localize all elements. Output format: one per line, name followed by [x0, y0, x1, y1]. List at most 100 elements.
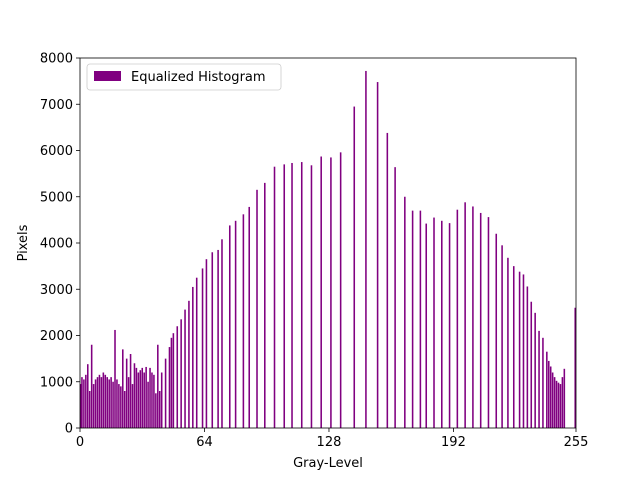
bar-gray-25 — [127, 377, 130, 429]
bar-gray-60 — [195, 277, 198, 428]
bar-gray-119 — [310, 165, 313, 429]
legend-swatch — [94, 71, 121, 81]
bar-gray-198 — [464, 202, 466, 428]
bar-gray-34 — [145, 366, 147, 428]
bar-gray-20 — [118, 384, 120, 428]
x-tick-label: 128 — [317, 435, 342, 450]
bar-gray-23 — [123, 391, 126, 428]
bar-gray-58 — [192, 286, 194, 428]
bar-gray-48 — [172, 333, 175, 428]
bar-gray-68 — [211, 252, 214, 428]
bar-gray-10 — [98, 374, 101, 428]
bar-gray-249 — [563, 368, 566, 428]
bar-gray-13 — [104, 374, 107, 428]
legend-label: Equalized Histogram — [131, 70, 266, 85]
bar-gray-230 — [526, 286, 529, 428]
bar-gray-3 — [85, 374, 87, 428]
bar-gray-77 — [228, 225, 231, 428]
bar-gray-17 — [112, 381, 114, 428]
bar-gray-2 — [83, 379, 85, 428]
bar-gray-245 — [555, 380, 558, 428]
x-axis-ticks: 0 64 128 192 255 — [76, 428, 589, 450]
bar-gray-153 — [376, 82, 379, 429]
bar-gray-202 — [472, 206, 474, 428]
bar-gray-46 — [168, 347, 171, 428]
x-tick-label: 64 — [196, 435, 213, 450]
bar-gray-91 — [256, 189, 258, 428]
bar-gray-194 — [456, 209, 459, 428]
bar-gray-234 — [534, 312, 536, 428]
bar-gray-105 — [283, 164, 286, 429]
y-tick-label: 7000 — [40, 98, 73, 113]
bar-gray-31 — [139, 370, 142, 428]
x-tick-label: 192 — [441, 435, 466, 450]
bar-gray-0 — [80, 384, 82, 428]
legend-box — [86, 63, 282, 91]
bar-gray-228 — [522, 274, 525, 428]
bar-gray-16 — [110, 377, 112, 429]
y-tick-label: 0 — [65, 422, 73, 437]
bar-gray-248 — [561, 377, 564, 429]
bar-gray-42 — [160, 372, 163, 428]
bar-gray-54 — [184, 309, 186, 428]
legend: Equalized Histogram — [86, 63, 282, 91]
bar-gray-63 — [201, 268, 204, 428]
bar-gray-226 — [518, 271, 521, 428]
bar-gray-40 — [157, 344, 159, 428]
bar-gray-167 — [404, 196, 406, 428]
bar-gray-50 — [176, 326, 179, 428]
y-axis-ticks: 0 1000 2000 3000 4000 5000 6000 7000 8000 — [40, 52, 80, 437]
bar-gray-12 — [102, 372, 105, 428]
bar-gray-41 — [158, 391, 161, 428]
bar-gray-56 — [188, 300, 190, 428]
x-tick-label: 255 — [564, 435, 589, 450]
bar-gray-44 — [164, 358, 167, 429]
bar-gray-18 — [114, 329, 116, 428]
bar-gray-5 — [88, 391, 91, 428]
bar-gray-4 — [87, 364, 89, 428]
bar-gray-186 — [441, 220, 443, 428]
bar-gray-15 — [108, 379, 110, 428]
bar-gray-232 — [530, 301, 533, 428]
bar-gray-243 — [551, 372, 554, 428]
bar-gray-95 — [264, 182, 266, 429]
bar-gray-238 — [542, 337, 544, 428]
bar-gray-134 — [339, 152, 342, 428]
bar-gray-158 — [386, 132, 389, 428]
bar-gray-175 — [419, 210, 422, 429]
bar-gray-21 — [120, 386, 122, 429]
x-axis-label: Gray-Level — [293, 456, 363, 471]
bar-gray-162 — [394, 167, 396, 428]
bar-gray-147 — [365, 70, 367, 428]
bar-gray-182 — [433, 217, 435, 428]
y-tick-label: 6000 — [40, 144, 73, 159]
bar-gray-244 — [553, 377, 556, 429]
bar-gray-7 — [92, 384, 95, 428]
bar-gray-71 — [217, 249, 219, 428]
bar-gray-52 — [180, 319, 182, 428]
bar-gray-178 — [425, 223, 428, 428]
bar-gray-210 — [487, 217, 490, 428]
bar-gray-214 — [495, 233, 498, 428]
bars-group — [80, 70, 576, 429]
bar-gray-6 — [90, 344, 93, 428]
bar-gray-87 — [248, 206, 251, 428]
bar-gray-22 — [122, 349, 124, 429]
bar-gray-190 — [448, 223, 451, 428]
bar-gray-32 — [141, 367, 144, 429]
bar-gray-14 — [106, 377, 109, 429]
bar-gray-33 — [143, 372, 145, 428]
bar-gray-35 — [147, 381, 149, 428]
bar-gray-26 — [129, 354, 132, 428]
bar-gray-220 — [507, 257, 509, 428]
bar-gray-84 — [242, 214, 245, 428]
bar-gray-65 — [205, 259, 208, 428]
bar-gray-80 — [234, 220, 237, 428]
bar-gray-241 — [547, 360, 550, 428]
bar-gray-11 — [100, 377, 103, 429]
bar-gray-246 — [557, 382, 560, 428]
bar-gray-124 — [320, 156, 322, 428]
bar-gray-100 — [273, 166, 276, 428]
x-tick-label: 0 — [76, 435, 84, 450]
